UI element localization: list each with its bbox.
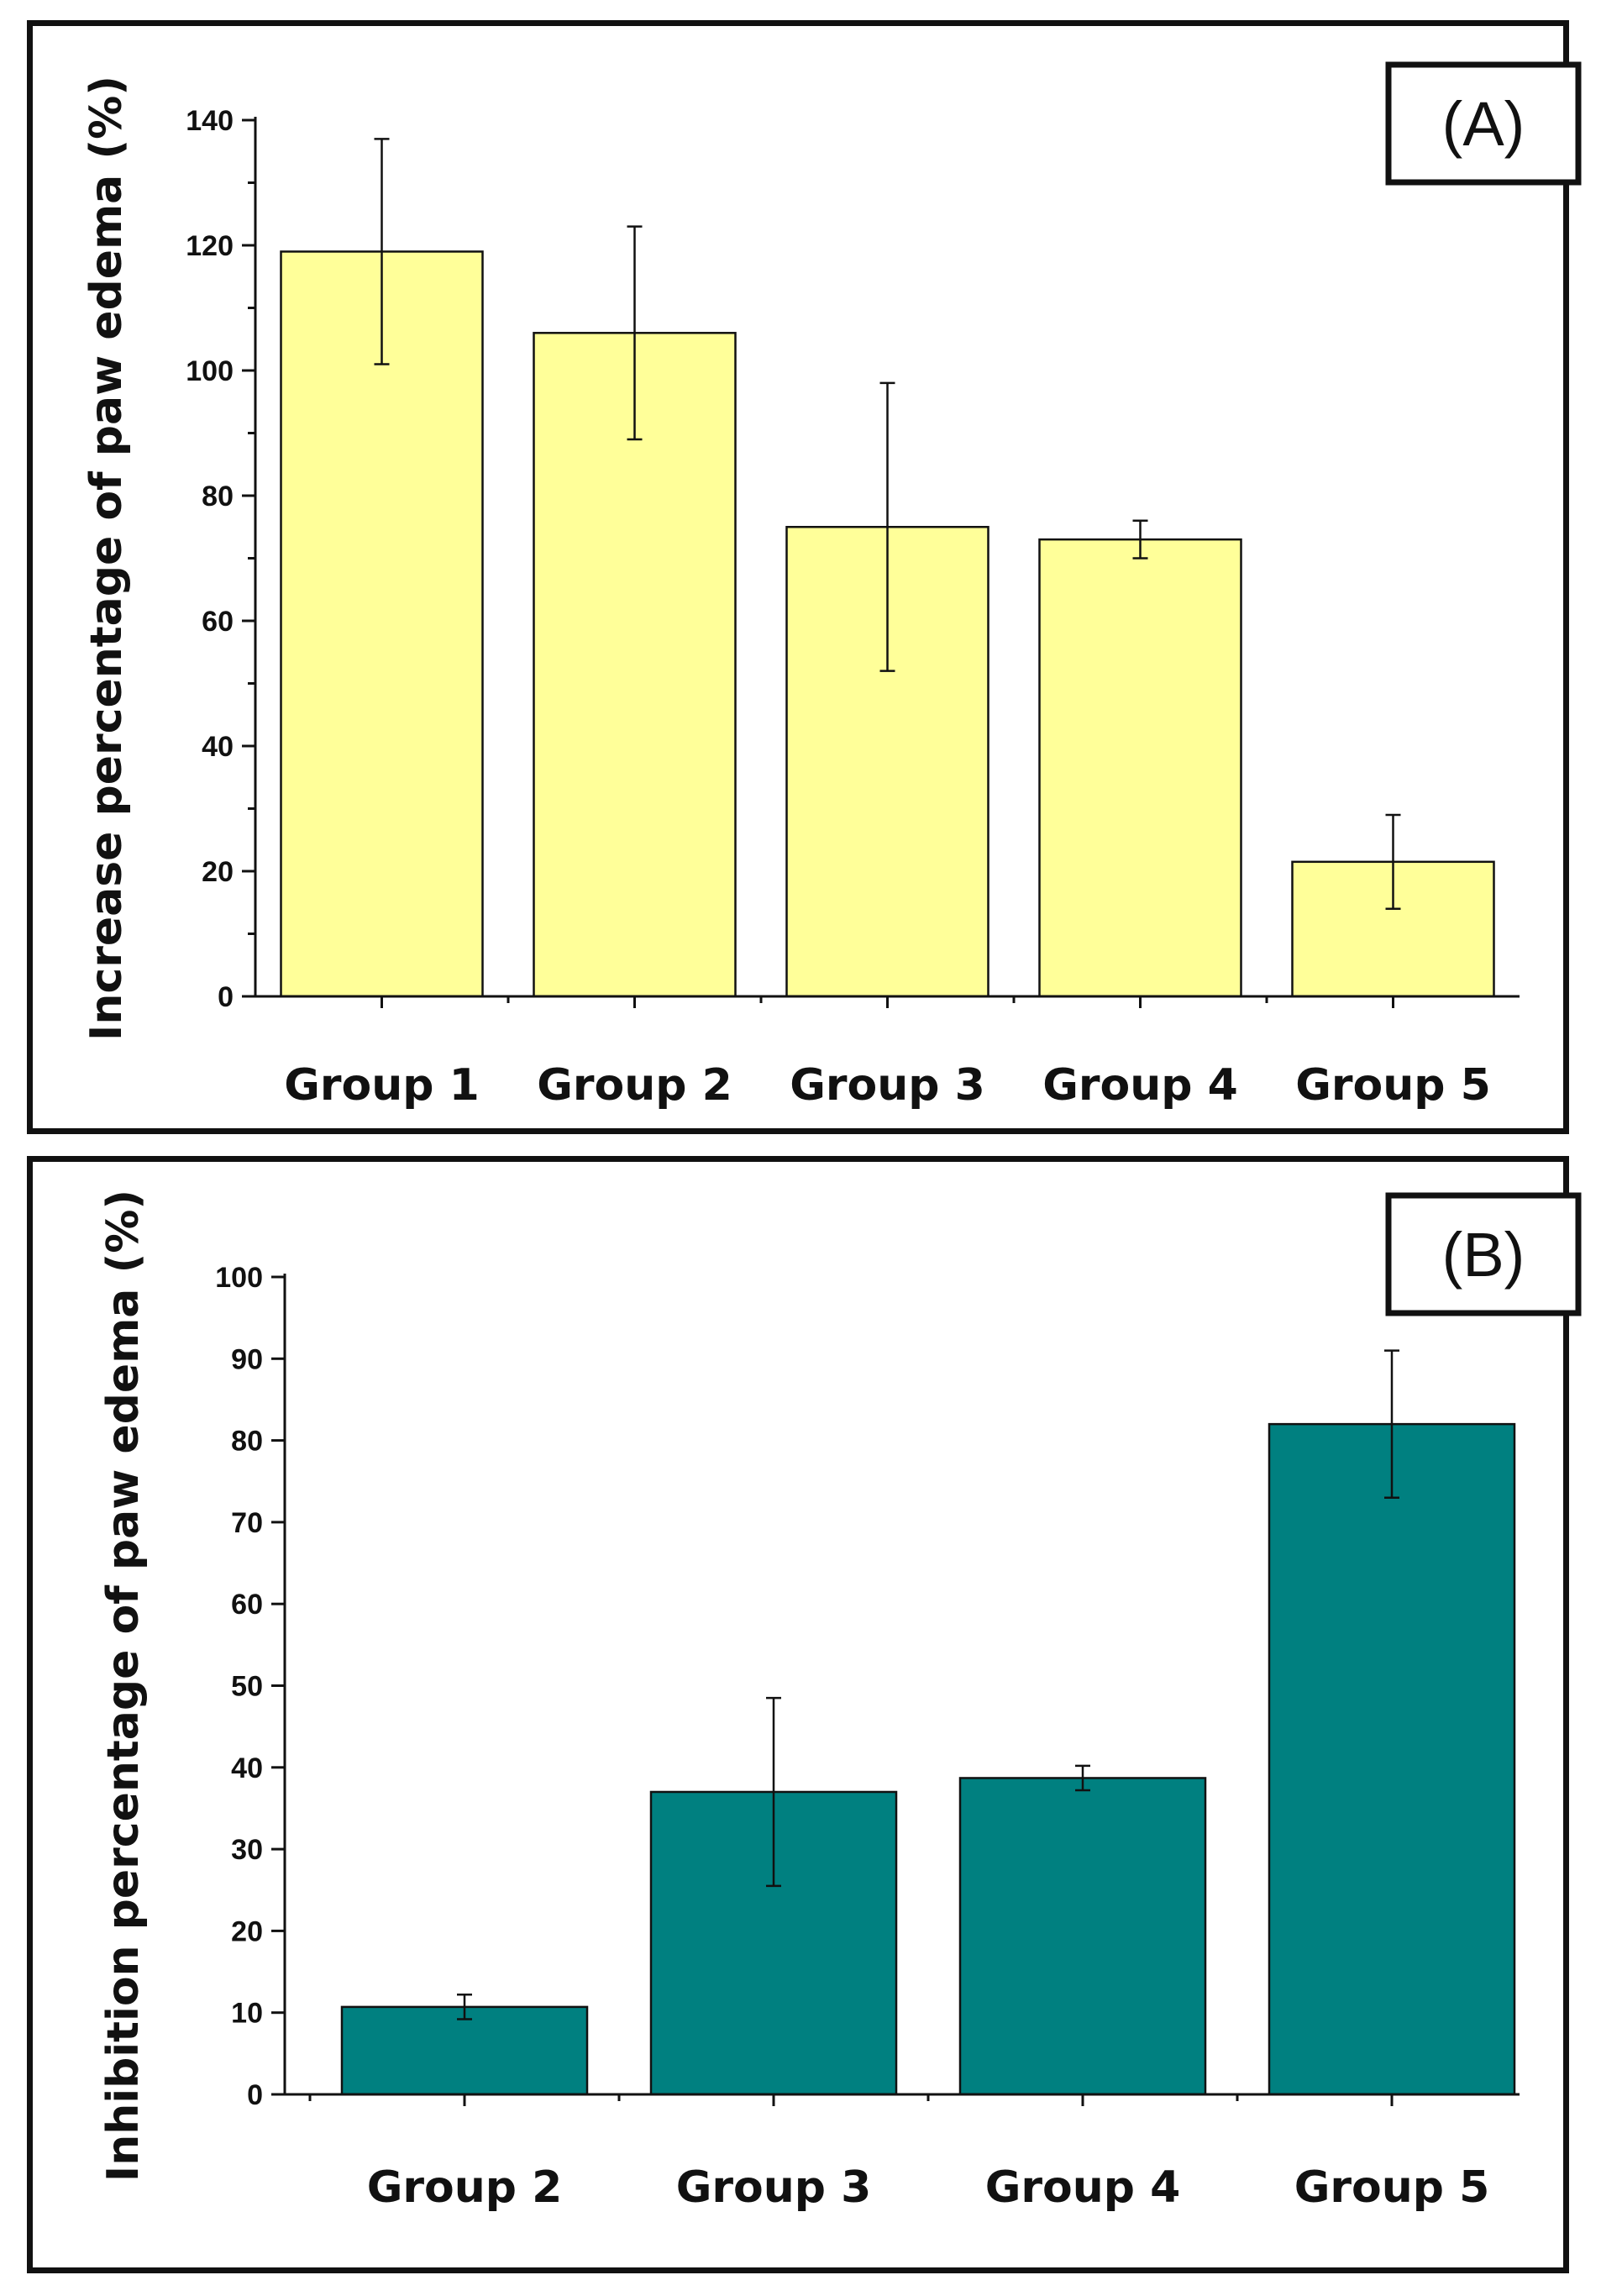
x-tick-label: Group 2 <box>367 2162 563 2213</box>
y-tick-label: 100 <box>215 1262 263 1294</box>
bar-group-5 <box>1268 1422 1516 2096</box>
y-tick-label: 90 <box>231 1343 263 1375</box>
panel-a: Group 1 Group 2 Group 3 Group 4 Group 5 0 20 40… <box>27 20 1582 1134</box>
y-tick-label: 0 <box>218 981 234 1013</box>
y-tick-label: 80 <box>202 481 234 512</box>
y-tick-label: 40 <box>202 731 234 763</box>
panel-b: Group 2 Group 3 Group 4 Group 5 0 10 20 30 40 50 6… <box>27 1156 1582 2273</box>
y-tick-label: 60 <box>202 606 234 638</box>
x-tick-label: Group 2 <box>537 1060 732 1111</box>
bar-group-4 <box>1038 538 1242 998</box>
bar-group-4 <box>958 1777 1207 2096</box>
x-tick-label: Group 4 <box>1042 1060 1238 1111</box>
y-tick-label: 100 <box>186 355 234 387</box>
y-tick-label: 120 <box>186 230 234 262</box>
bar-group-2 <box>340 2005 589 2096</box>
y-tick-label: 140 <box>186 105 234 137</box>
panel-letter: (A) <box>1442 89 1525 159</box>
panel-letter-box <box>1385 61 1582 186</box>
y-axis-title: Inhibition percentage of paw edema (%) <box>98 1190 149 2182</box>
y-tick-label: 70 <box>231 1507 263 1539</box>
bar-group-1 <box>280 250 484 998</box>
x-tick-label: Group 5 <box>1295 1060 1491 1111</box>
chart-a: Group 1 Group 2 Group 3 Group 4 Group 5 0 20 40… <box>81 61 1582 1111</box>
y-axis-title: Increase percentage of paw edema (%) <box>81 76 132 1041</box>
y-tick-label: 20 <box>231 1915 263 1947</box>
x-tick-label: Group 1 <box>284 1060 480 1111</box>
x-tick-label: Group 5 <box>1294 2162 1490 2213</box>
y-tick-label: 60 <box>231 1589 263 1621</box>
panel-letter-box <box>1385 1192 1582 1316</box>
chart-b: Group 2 Group 3 Group 4 Group 5 0 10 20 30 40 50 6… <box>98 1190 1582 2213</box>
x-tick-label: Group 3 <box>790 1060 985 1111</box>
y-tick-label: 0 <box>247 2079 263 2111</box>
x-tick-label: Group 3 <box>676 2162 872 2213</box>
panel-letter: (B) <box>1442 1220 1525 1290</box>
y-tick-label: 10 <box>231 1998 263 2030</box>
y-tick-label: 50 <box>231 1671 263 1703</box>
y-tick-label: 30 <box>231 1834 263 1866</box>
y-tick-label: 80 <box>231 1426 263 1458</box>
x-tick-label: Group 4 <box>985 2162 1181 2213</box>
y-tick-label: 40 <box>231 1752 263 1784</box>
y-tick-label: 20 <box>202 856 234 888</box>
